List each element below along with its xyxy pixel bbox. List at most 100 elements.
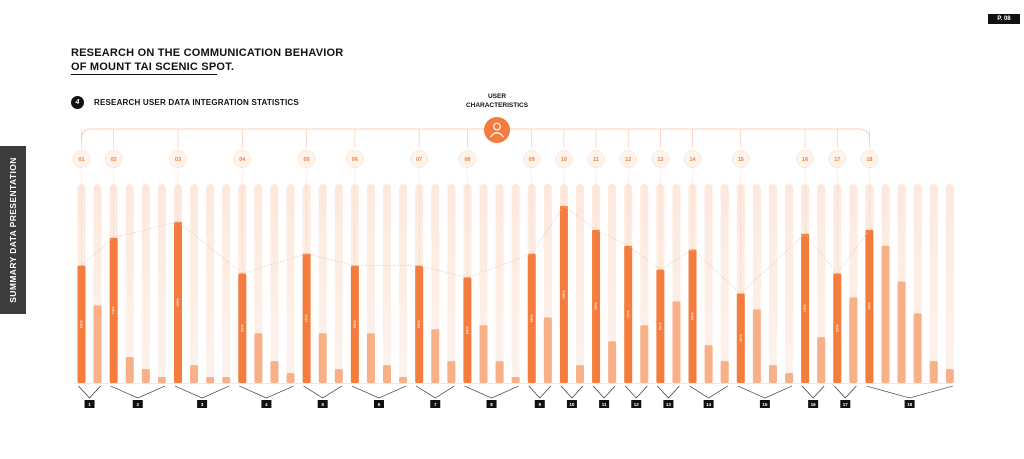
bar-track bbox=[720, 184, 729, 383]
group-bracket bbox=[866, 385, 953, 399]
bar-secondary bbox=[704, 345, 713, 383]
group-label-box bbox=[430, 400, 441, 408]
bar-secondary bbox=[479, 325, 488, 383]
bar-value-label: 90% bbox=[561, 290, 566, 298]
bar-secondary bbox=[575, 365, 584, 383]
user-characteristics-label: USER CHARACTERISTICS bbox=[454, 92, 540, 110]
group-bracket bbox=[801, 385, 825, 399]
bar-secondary bbox=[640, 325, 649, 383]
bar-secondary bbox=[929, 361, 938, 383]
bar-secondary bbox=[897, 281, 906, 383]
trend-line bbox=[74, 205, 952, 384]
group-label-box bbox=[663, 400, 674, 408]
group-label: 7 bbox=[434, 402, 437, 407]
user-label-line-2: CHARACTERISTICS bbox=[465, 102, 529, 109]
group-label-box bbox=[904, 400, 915, 408]
marker-label: 03 bbox=[175, 157, 181, 163]
bar-secondary bbox=[447, 361, 456, 383]
marker-circle bbox=[233, 150, 252, 168]
group-bracket bbox=[689, 385, 728, 399]
bar-value-label: 60% bbox=[416, 320, 421, 328]
group-bracket bbox=[560, 385, 584, 399]
marker-circle bbox=[796, 150, 814, 168]
bar-track bbox=[383, 184, 392, 383]
bar-track bbox=[495, 184, 504, 383]
group-bracket bbox=[78, 385, 101, 399]
trend-polyline bbox=[81, 205, 870, 294]
group-label: 6 bbox=[378, 402, 381, 407]
bar-secondary bbox=[383, 365, 392, 383]
title-underline bbox=[71, 74, 217, 75]
marker-label: 08 bbox=[464, 157, 470, 163]
bar-value-label: 70% bbox=[625, 310, 630, 318]
page-title: RESEARCH ON THE COMMUNICATION BEHAVIOR O… bbox=[71, 46, 343, 74]
marker-label: 13 bbox=[657, 157, 663, 163]
bar-primary bbox=[656, 269, 665, 383]
bar-secondary bbox=[785, 373, 794, 383]
bar-value-label: 68% bbox=[690, 312, 695, 320]
group-label: 10 bbox=[569, 402, 575, 407]
group-bracket bbox=[737, 385, 793, 399]
group-bracket bbox=[657, 385, 680, 399]
bar-primary bbox=[77, 265, 86, 383]
bars: 60% 74% 83% 55% 66% 60% 60% 54% 66% 90% 78% 70% 58% 6… bbox=[77, 205, 954, 383]
bar-secondary bbox=[752, 309, 761, 383]
group-label: 1 bbox=[88, 402, 91, 407]
bar-secondary bbox=[334, 369, 343, 383]
bar-primary bbox=[238, 273, 247, 383]
bar-primary bbox=[350, 265, 359, 383]
marker-circle bbox=[458, 150, 477, 168]
bar-value-label: 66% bbox=[304, 314, 309, 322]
bar-secondary bbox=[431, 329, 440, 383]
bar-secondary bbox=[125, 357, 134, 383]
group-bracket bbox=[528, 385, 552, 399]
marker-circle bbox=[104, 150, 123, 168]
group-label: 15 bbox=[762, 402, 768, 407]
marker-circle bbox=[683, 150, 702, 168]
side-tab: SUMMARY DATA PRESENTATION bbox=[0, 146, 26, 314]
bar-track bbox=[141, 184, 150, 383]
bar-secondary bbox=[768, 365, 777, 383]
bar-secondary bbox=[93, 305, 102, 383]
marker-label: 04 bbox=[239, 157, 246, 163]
group-label-box bbox=[703, 400, 714, 408]
bar-primary bbox=[527, 253, 536, 383]
group-label-box bbox=[566, 400, 577, 408]
marker-label: 11 bbox=[593, 157, 599, 163]
bar-primary bbox=[302, 253, 311, 383]
group-bracket bbox=[834, 385, 857, 399]
marker-circle bbox=[651, 150, 670, 168]
bar-track bbox=[768, 184, 777, 383]
bar-value-label: 66% bbox=[529, 314, 534, 322]
group-label-box bbox=[759, 400, 770, 408]
bar-track bbox=[222, 184, 231, 383]
marker-label: 14 bbox=[689, 157, 696, 163]
bar-secondary bbox=[222, 377, 231, 383]
user-avatar bbox=[484, 117, 510, 143]
bar-secondary bbox=[495, 361, 504, 383]
marker-label: 15 bbox=[738, 157, 744, 163]
group-bracket bbox=[239, 385, 294, 399]
bar-track bbox=[270, 184, 279, 383]
group-label: 13 bbox=[666, 402, 672, 407]
bar-value-label: 83% bbox=[175, 298, 180, 306]
bar-secondary bbox=[511, 377, 520, 383]
bar-secondary bbox=[817, 337, 826, 383]
marker-circle bbox=[732, 150, 750, 168]
marker-circle bbox=[587, 150, 605, 168]
bar-track bbox=[157, 184, 166, 383]
bar-secondary bbox=[608, 341, 617, 383]
bar-secondary bbox=[881, 245, 890, 383]
group-label-box bbox=[373, 400, 384, 408]
marker-label: 10 bbox=[561, 157, 567, 163]
marker-label: 02 bbox=[111, 157, 117, 163]
step-number-badge: 4 bbox=[71, 96, 84, 109]
bar-value-label: 55% bbox=[239, 324, 244, 332]
marker-label: 07 bbox=[416, 157, 422, 163]
group-label: 14 bbox=[706, 402, 712, 407]
marker-circle bbox=[522, 150, 541, 168]
marker-circle bbox=[555, 150, 573, 168]
bar-value-label: 45% bbox=[738, 334, 743, 342]
bar-value-label: 56% bbox=[834, 324, 839, 332]
bar-value-label: 60% bbox=[352, 320, 357, 328]
